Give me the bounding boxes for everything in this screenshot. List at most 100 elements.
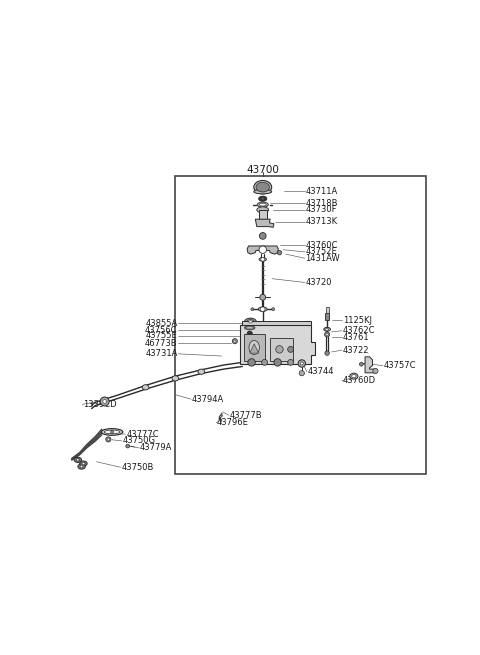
Ellipse shape (104, 430, 120, 434)
Circle shape (261, 257, 264, 261)
Circle shape (277, 250, 282, 255)
Circle shape (299, 371, 304, 376)
Text: 43777C: 43777C (126, 430, 159, 439)
Circle shape (77, 458, 79, 461)
Bar (270, 338, 292, 360)
Circle shape (259, 246, 266, 253)
Ellipse shape (254, 181, 272, 194)
Bar (325, 313, 329, 320)
Ellipse shape (259, 203, 266, 206)
Circle shape (251, 308, 254, 310)
Text: 43713K: 43713K (305, 217, 337, 226)
Ellipse shape (172, 376, 179, 381)
Polygon shape (255, 219, 274, 227)
Bar (259, 210, 267, 219)
Circle shape (100, 397, 109, 406)
Circle shape (325, 351, 329, 355)
Bar (325, 307, 329, 313)
Text: 43731A: 43731A (145, 349, 178, 358)
Ellipse shape (101, 428, 123, 436)
Ellipse shape (244, 318, 256, 326)
Text: 1339CD: 1339CD (83, 400, 117, 409)
Ellipse shape (76, 458, 80, 461)
Ellipse shape (259, 196, 267, 201)
Circle shape (232, 339, 238, 344)
Circle shape (261, 307, 265, 311)
Bar (175, 176, 426, 474)
Polygon shape (247, 246, 278, 254)
Ellipse shape (254, 189, 272, 194)
Ellipse shape (257, 207, 269, 213)
Circle shape (262, 360, 267, 365)
Text: 43756C: 43756C (145, 326, 178, 335)
Circle shape (274, 359, 281, 366)
Text: 43750B: 43750B (121, 463, 154, 472)
Circle shape (234, 340, 236, 343)
Ellipse shape (257, 202, 268, 207)
Circle shape (110, 430, 114, 434)
Circle shape (260, 294, 266, 300)
Circle shape (288, 346, 294, 352)
Ellipse shape (249, 321, 252, 323)
Text: 43760D: 43760D (343, 376, 376, 385)
Ellipse shape (219, 415, 222, 418)
Polygon shape (250, 344, 259, 353)
Circle shape (247, 331, 252, 337)
Ellipse shape (82, 462, 85, 465)
Text: 43794A: 43794A (192, 395, 224, 403)
Circle shape (300, 362, 303, 365)
Text: 43757C: 43757C (384, 362, 416, 370)
Text: 1431AW: 1431AW (305, 253, 340, 263)
Circle shape (298, 360, 306, 367)
Text: 43722: 43722 (343, 346, 369, 354)
Ellipse shape (198, 369, 204, 374)
Circle shape (83, 462, 84, 464)
Circle shape (106, 437, 111, 442)
Circle shape (324, 332, 330, 337)
Text: 43711A: 43711A (305, 187, 338, 196)
Circle shape (107, 438, 109, 441)
Text: 43777B: 43777B (229, 411, 262, 420)
Text: 43700: 43700 (246, 165, 279, 175)
Ellipse shape (259, 257, 266, 261)
Ellipse shape (80, 461, 87, 466)
Circle shape (259, 233, 266, 239)
Polygon shape (240, 325, 315, 364)
Circle shape (272, 308, 275, 310)
Polygon shape (365, 357, 375, 373)
Ellipse shape (352, 375, 356, 378)
Ellipse shape (325, 328, 329, 330)
Ellipse shape (256, 182, 269, 192)
Text: 43730F: 43730F (305, 206, 337, 214)
Ellipse shape (74, 457, 82, 462)
Ellipse shape (249, 341, 259, 354)
Circle shape (276, 346, 283, 353)
Ellipse shape (350, 373, 358, 379)
Ellipse shape (78, 464, 85, 469)
Circle shape (81, 466, 83, 468)
Ellipse shape (80, 465, 84, 468)
Text: 43744: 43744 (307, 367, 334, 376)
Text: 43779A: 43779A (140, 443, 172, 453)
Text: 43760C: 43760C (305, 241, 338, 250)
Text: 43796E: 43796E (217, 418, 249, 427)
Ellipse shape (324, 328, 330, 331)
Text: 43750G: 43750G (122, 436, 156, 445)
Ellipse shape (142, 384, 149, 390)
Ellipse shape (247, 320, 254, 324)
Bar (244, 335, 264, 360)
Text: 43720: 43720 (305, 278, 332, 287)
Ellipse shape (261, 198, 264, 200)
Bar (242, 322, 311, 325)
Text: 43855A: 43855A (145, 319, 178, 328)
Circle shape (288, 360, 294, 365)
Circle shape (326, 333, 328, 335)
Text: 43752E: 43752E (305, 248, 337, 256)
Ellipse shape (258, 307, 267, 311)
Text: 43762C: 43762C (343, 326, 375, 335)
Text: 43755E: 43755E (146, 331, 178, 341)
Circle shape (373, 368, 378, 373)
Text: 1125KJ: 1125KJ (343, 316, 372, 325)
Circle shape (360, 362, 363, 366)
Text: 43761: 43761 (343, 333, 369, 342)
